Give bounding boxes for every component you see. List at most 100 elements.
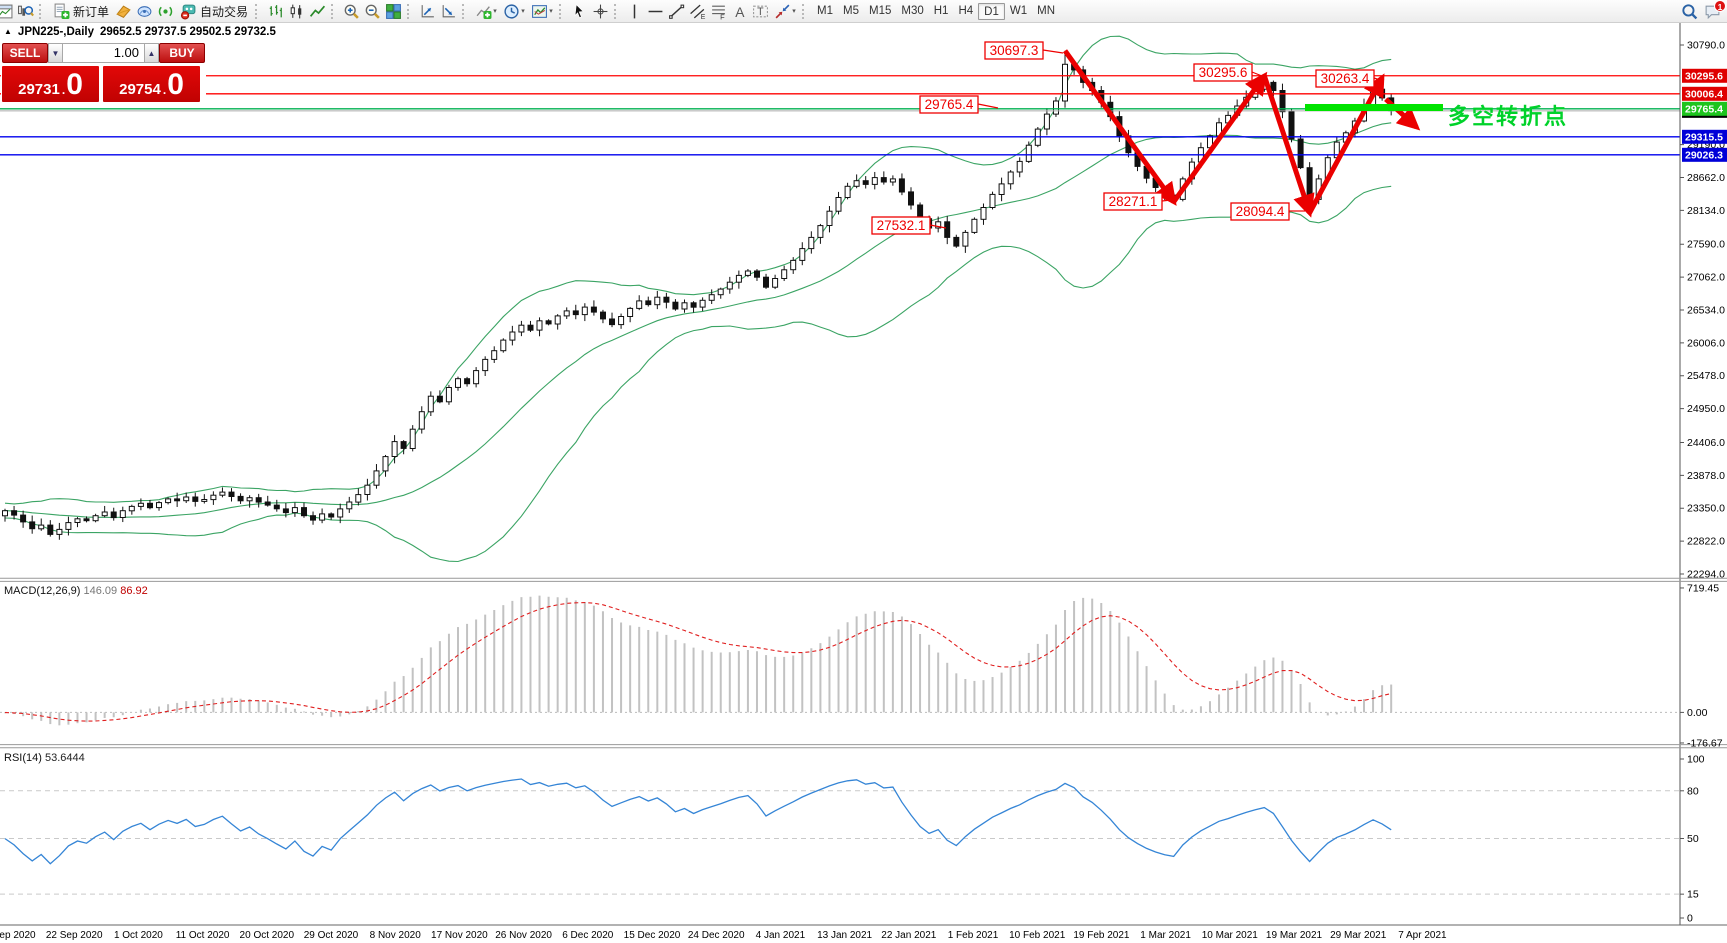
sell-button[interactable]: SELL [2, 43, 48, 63]
dropdown-caret-icon: ▾ [493, 8, 497, 15]
candle [83, 518, 90, 522]
shapes-icon[interactable]: ▾ [771, 2, 799, 21]
rsi-value: 53.6444 [44, 752, 85, 764]
candle [391, 441, 398, 458]
volume-increase-button[interactable]: ▲ [144, 43, 159, 63]
horizontal-line-icon[interactable] [645, 2, 666, 21]
price-callout[interactable]: 27532.1 [871, 216, 947, 235]
candle [962, 231, 969, 247]
timeframe-button-mn[interactable]: MN [1037, 4, 1055, 17]
timeframe-button-m30[interactable]: M30 [901, 4, 924, 17]
svg-text:23878.0: 23878.0 [1687, 470, 1725, 482]
chart-template-icon[interactable]: ▾ [528, 2, 556, 21]
notifications-chat-icon[interactable]: 1 [1700, 0, 1726, 21]
bar-chart-icon[interactable] [265, 2, 286, 21]
line-chart-icon[interactable] [307, 2, 328, 21]
candle [47, 524, 54, 535]
svg-text:10 Feb 2021: 10 Feb 2021 [1009, 930, 1066, 941]
buy-price-display[interactable]: 29754. 0 [103, 66, 200, 102]
label-icon[interactable]: T [750, 2, 771, 21]
zoom-in-icon[interactable] [341, 2, 362, 21]
signals-icon[interactable] [155, 2, 176, 21]
search-icon[interactable] [1679, 2, 1700, 21]
autotrading-button[interactable]: 自动交易 [176, 2, 252, 21]
indicators-window-icon[interactable] [417, 2, 438, 21]
price-callout[interactable]: 29765.4 [919, 95, 999, 114]
add-indicator-icon[interactable]: ▾ [472, 2, 500, 21]
timeframe-button-h4[interactable]: H4 [958, 4, 974, 17]
candle [672, 301, 679, 310]
candle [935, 221, 942, 229]
zigzag-annotation-layer [1062, 49, 1421, 218]
period-clock-icon[interactable]: ▾ [500, 2, 528, 21]
support-highlight-bar[interactable] [1305, 104, 1443, 111]
zoom-out-icon[interactable] [362, 2, 383, 21]
dropdown-caret-icon: ▾ [792, 8, 796, 15]
timeframe-button-h1[interactable]: H1 [933, 4, 949, 17]
candle [1025, 144, 1032, 162]
sell-price-display[interactable]: 29731. 0 [2, 66, 99, 102]
indicators-add-icon[interactable] [438, 2, 459, 21]
candle [844, 185, 851, 199]
cursor-icon[interactable] [569, 2, 590, 21]
candle [400, 441, 407, 449]
candle [600, 311, 606, 320]
fibonacci-icon[interactable]: F [708, 2, 729, 21]
price-callout[interactable]: 28094.4 [1230, 202, 1305, 221]
timeframe-button-m1[interactable]: M1 [817, 4, 834, 17]
candle [1279, 90, 1286, 113]
metaeditor-icon[interactable] [113, 2, 134, 21]
tile-windows-icon[interactable] [383, 2, 404, 21]
candle [744, 270, 751, 276]
symbol-line: ▲ JPN225-,Daily 29652.5 29737.5 29502.5 … [4, 26, 276, 38]
trendline-icon[interactable] [666, 2, 687, 21]
chart-search-icon[interactable] [15, 2, 36, 21]
svg-text:1 Oct 2020: 1 Oct 2020 [114, 930, 163, 941]
volume-decrease-button[interactable]: ▼ [48, 43, 63, 63]
price-callout[interactable]: 30263.4 [1315, 69, 1381, 88]
market-watch-icon[interactable] [134, 2, 155, 21]
new-order-button[interactable]: 新订单 [49, 2, 113, 21]
toolbar-group-handle [802, 3, 808, 19]
candle [500, 339, 507, 352]
candle [2, 510, 8, 517]
rsi-name: RSI(14) [4, 752, 42, 764]
candle [763, 276, 769, 288]
svg-text:50: 50 [1687, 833, 1699, 845]
price-callout[interactable]: 30697.3 [984, 41, 1064, 60]
candle [799, 248, 806, 261]
candlestick-chart-icon[interactable] [286, 2, 307, 21]
candle [1016, 160, 1023, 173]
symbol-name: JPN225-,Daily [17, 26, 94, 38]
candle [110, 511, 117, 519]
candle [645, 300, 652, 306]
candle [808, 236, 815, 250]
svg-text:22 Sep 2020: 22 Sep 2020 [46, 930, 103, 941]
rsi-pane: 100 80 50 15 0 [0, 754, 1705, 925]
volume-input[interactable]: 1.00 [63, 43, 144, 63]
timeframe-button-m5[interactable]: M5 [843, 4, 859, 17]
chart-window-icon[interactable] [0, 2, 15, 21]
one-click-trading-panel: SELL ▼ 1.00 ▲ BUY 29731. 0 29754. 0 [1, 42, 206, 103]
candle [137, 502, 144, 507]
crosshair-icon[interactable] [590, 2, 611, 21]
svg-text:29 Mar 2021: 29 Mar 2021 [1330, 930, 1387, 941]
svg-text:8 Nov 2020: 8 Nov 2020 [370, 930, 422, 941]
dropdown-caret-icon: ▾ [549, 8, 553, 15]
macd-signal-value: 86.92 [120, 585, 148, 597]
turning-point-note[interactable]: 多空转折点 [1448, 104, 1568, 129]
timeframe-button-d1[interactable]: D1 [978, 2, 1005, 20]
channel-icon[interactable]: E [687, 2, 708, 21]
candle [681, 302, 688, 310]
price-callout[interactable]: 30295.6 [1193, 63, 1263, 82]
svg-text:26006.0: 26006.0 [1687, 337, 1725, 349]
candle [835, 197, 842, 212]
vertical-line-icon[interactable] [624, 2, 645, 21]
price-callout[interactable]: 28271.1 [1103, 192, 1172, 211]
text-icon[interactable]: A [729, 2, 750, 21]
timeframe-button-m15[interactable]: M15 [869, 4, 892, 17]
price-levels-layer [0, 75, 1680, 156]
timeframe-button-w1[interactable]: W1 [1009, 4, 1028, 17]
buy-button[interactable]: BUY [159, 43, 205, 63]
